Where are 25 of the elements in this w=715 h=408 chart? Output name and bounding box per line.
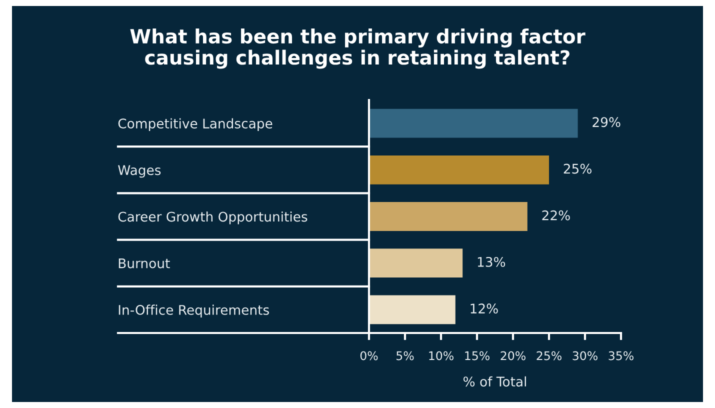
x-tick-label: 5% (396, 351, 414, 360)
y-tick-label: Burnout (118, 258, 170, 268)
x-tick-label: 25% (536, 351, 562, 360)
y-tick-label: In-Office Requirements (118, 304, 269, 318)
data-label: 29% (592, 117, 620, 128)
data-label: 25% (564, 164, 592, 174)
chart-title: What has been the primary driving factor causing challenges in retaining talent? (130, 28, 586, 69)
bar (369, 202, 528, 231)
x-tick-label: 15% (465, 351, 490, 360)
x-tick-label: 35% (608, 351, 634, 360)
x-axis-title: % of Total (464, 376, 526, 387)
y-tick-label: Competitive Landscape (118, 118, 272, 132)
x-tick-label: 0% (360, 351, 378, 360)
y-tick-label: Career Growth Opportunities (118, 211, 308, 224)
bar (369, 108, 578, 138)
data-label: 13% (478, 256, 506, 267)
bar (369, 295, 456, 324)
x-tick-label: 10% (429, 351, 454, 360)
x-tick-label: 20% (500, 351, 526, 360)
data-label: 12% (470, 304, 498, 314)
x-tick-label: 30% (572, 351, 598, 360)
bar (369, 155, 549, 184)
y-tick-label: Wages (118, 165, 161, 178)
bar (369, 248, 463, 278)
data-label: 22% (542, 210, 570, 220)
